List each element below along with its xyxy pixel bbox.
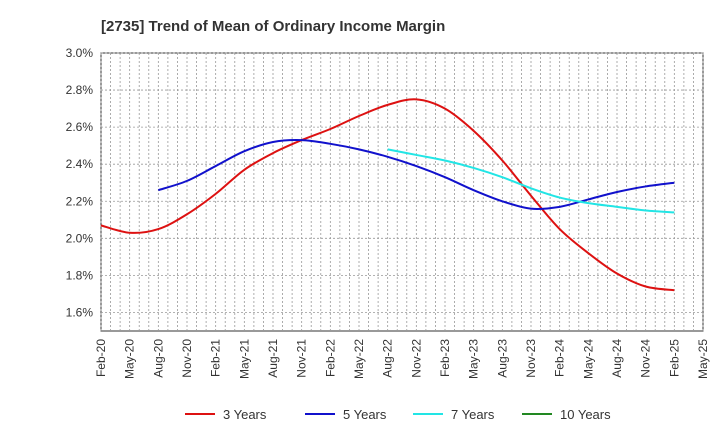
x-tick-label: Feb-25 bbox=[667, 339, 681, 377]
y-tick-label: 1.8% bbox=[66, 268, 94, 282]
x-axis-ticks: Feb-20 May-20 Aug-20 Nov-20 Feb-21 May-21 Aug-… bbox=[94, 339, 710, 379]
series-lines bbox=[100, 98, 675, 292]
x-tick-label: Aug-24 bbox=[610, 339, 624, 378]
y-tick-label: 3.0% bbox=[66, 46, 94, 60]
y-tick-label: 2.0% bbox=[66, 231, 94, 245]
x-tick-label: May-22 bbox=[352, 339, 366, 379]
x-tick-label: Nov-22 bbox=[409, 339, 423, 378]
series-line-7-years bbox=[387, 148, 675, 214]
y-tick-label: 1.6% bbox=[66, 305, 94, 319]
x-tick-label: Nov-23 bbox=[524, 339, 538, 378]
x-tick-label: Feb-24 bbox=[553, 339, 567, 377]
legend-label-7-years: 7 Years bbox=[451, 407, 495, 422]
legend-label-5-years: 5 Years bbox=[343, 407, 387, 422]
x-tick-label: Feb-20 bbox=[94, 339, 108, 377]
gridlines bbox=[100, 52, 704, 331]
y-tick-label: 2.4% bbox=[66, 157, 94, 171]
x-tick-label: Aug-20 bbox=[151, 339, 165, 378]
y-tick-label: 2.2% bbox=[66, 194, 94, 208]
series-line-3-years bbox=[100, 98, 675, 292]
x-tick-label: May-20 bbox=[123, 339, 137, 379]
y-axis-ticks: 1.6% 1.8% 2.0% 2.2% 2.4% 2.6% 2.8% 3.0% bbox=[66, 46, 94, 319]
plot-area bbox=[100, 52, 704, 332]
x-tick-label: Aug-23 bbox=[495, 339, 509, 378]
x-tick-label: Aug-21 bbox=[266, 339, 280, 378]
x-tick-label: May-23 bbox=[467, 339, 481, 379]
x-tick-label: Nov-20 bbox=[180, 339, 194, 378]
x-tick-label: Feb-23 bbox=[438, 339, 452, 377]
x-tick-label: Nov-21 bbox=[295, 339, 309, 378]
x-tick-label: Nov-24 bbox=[639, 339, 653, 378]
x-tick-label: May-25 bbox=[696, 339, 710, 379]
y-tick-label: 2.6% bbox=[66, 120, 94, 134]
x-tick-label: Aug-22 bbox=[381, 339, 395, 378]
x-tick-label: May-24 bbox=[581, 339, 595, 379]
plot-frame bbox=[100, 52, 704, 332]
x-tick-label: Feb-21 bbox=[209, 339, 223, 377]
legend: 3 Years 5 Years 7 Years 10 Years bbox=[185, 407, 611, 422]
y-tick-label: 2.8% bbox=[66, 83, 94, 97]
series-line-5-years bbox=[158, 139, 675, 210]
x-tick-label: Feb-22 bbox=[323, 339, 337, 377]
chart-title: [2735] Trend of Mean of Ordinary Income … bbox=[101, 18, 445, 35]
legend-label-10-years: 10 Years bbox=[560, 407, 611, 422]
x-tick-label: May-21 bbox=[237, 339, 251, 379]
legend-label-3-years: 3 Years bbox=[223, 407, 267, 422]
